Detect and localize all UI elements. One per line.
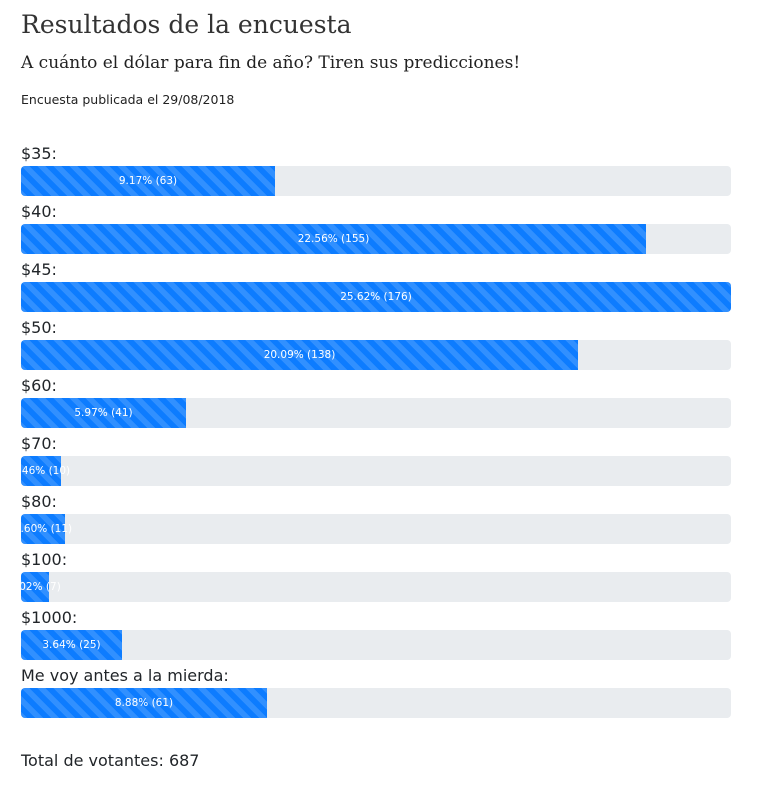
progress-bar: 8.88% (61)	[21, 688, 267, 718]
progress-track: 3.64% (25)	[21, 630, 731, 660]
progress-bar: 1.46% (10)	[21, 456, 70, 486]
published-date: Encuesta publicada el 29/08/2018	[21, 92, 235, 107]
option-label: $40:	[21, 202, 57, 221]
poll-option: $45: 25.62% (176)	[21, 258, 731, 316]
progress-text: 8.88% (61)	[114, 697, 174, 709]
option-label: $70:	[21, 434, 57, 453]
progress-bar: 1.02% (7)	[21, 572, 61, 602]
option-label: $50:	[21, 318, 57, 337]
option-label: $80:	[21, 492, 57, 511]
progress-track: 1.46% (10)	[21, 456, 731, 486]
progress-text: 20.09% (138)	[263, 349, 336, 361]
progress-bar: 3.64% (25)	[21, 630, 122, 660]
poll-option: $1000: 3.64% (25)	[21, 606, 731, 664]
progress-text: 25.62% (176)	[340, 291, 412, 303]
progress-bar: 20.09% (138)	[21, 340, 578, 370]
progress-bar: 5.97% (41)	[21, 398, 186, 428]
poll-option: $80: 1.60% (11)	[21, 490, 731, 548]
poll-option: $60: 5.97% (41)	[21, 374, 731, 432]
option-label: $100:	[21, 550, 68, 569]
progress-text: 22.56% (155)	[297, 233, 370, 245]
progress-track: 5.97% (41)	[21, 398, 731, 428]
poll-option: $35: 9.17% (63)	[21, 142, 731, 200]
progress-text: 5.97% (41)	[74, 407, 133, 419]
progress-bar: 9.17% (63)	[21, 166, 275, 196]
page-title: Resultados de la encuesta	[21, 10, 352, 39]
poll-option: $50: 20.09% (138)	[21, 316, 731, 374]
progress-text: 3.64% (25)	[42, 639, 101, 651]
total-voters: Total de votantes: 687	[21, 751, 200, 770]
poll-option: $40: 22.56% (155)	[21, 200, 731, 258]
progress-track: 9.17% (63)	[21, 166, 731, 196]
poll-question: A cuánto el dólar para fin de año? Tiren…	[21, 53, 521, 73]
option-label: $35:	[21, 144, 57, 163]
progress-bar: 25.62% (176)	[21, 282, 731, 312]
option-label: $60:	[21, 376, 57, 395]
progress-track: 22.56% (155)	[21, 224, 731, 254]
progress-text: 9.17% (63)	[118, 175, 178, 187]
progress-track: 20.09% (138)	[21, 340, 731, 370]
option-label: Me voy antes a la mierda:	[21, 666, 229, 685]
progress-bar: 1.60% (11)	[21, 514, 72, 544]
progress-track: 25.62% (176)	[21, 282, 731, 312]
progress-text: 1.46% (10)	[21, 465, 71, 477]
progress-track: 1.02% (7)	[21, 572, 731, 602]
progress-text: 1.02% (7)	[21, 581, 61, 593]
option-label: $1000:	[21, 608, 78, 627]
option-label: $45:	[21, 260, 57, 279]
progress-text: 1.60% (11)	[21, 523, 73, 535]
poll-option: $70: 1.46% (10)	[21, 432, 731, 490]
poll-option: $100: 1.02% (7)	[21, 548, 731, 606]
poll-option: Me voy antes a la mierda: 8.88% (61)	[21, 664, 731, 722]
progress-track: 1.60% (11)	[21, 514, 731, 544]
progress-track: 8.88% (61)	[21, 688, 731, 718]
progress-bar: 22.56% (155)	[21, 224, 646, 254]
